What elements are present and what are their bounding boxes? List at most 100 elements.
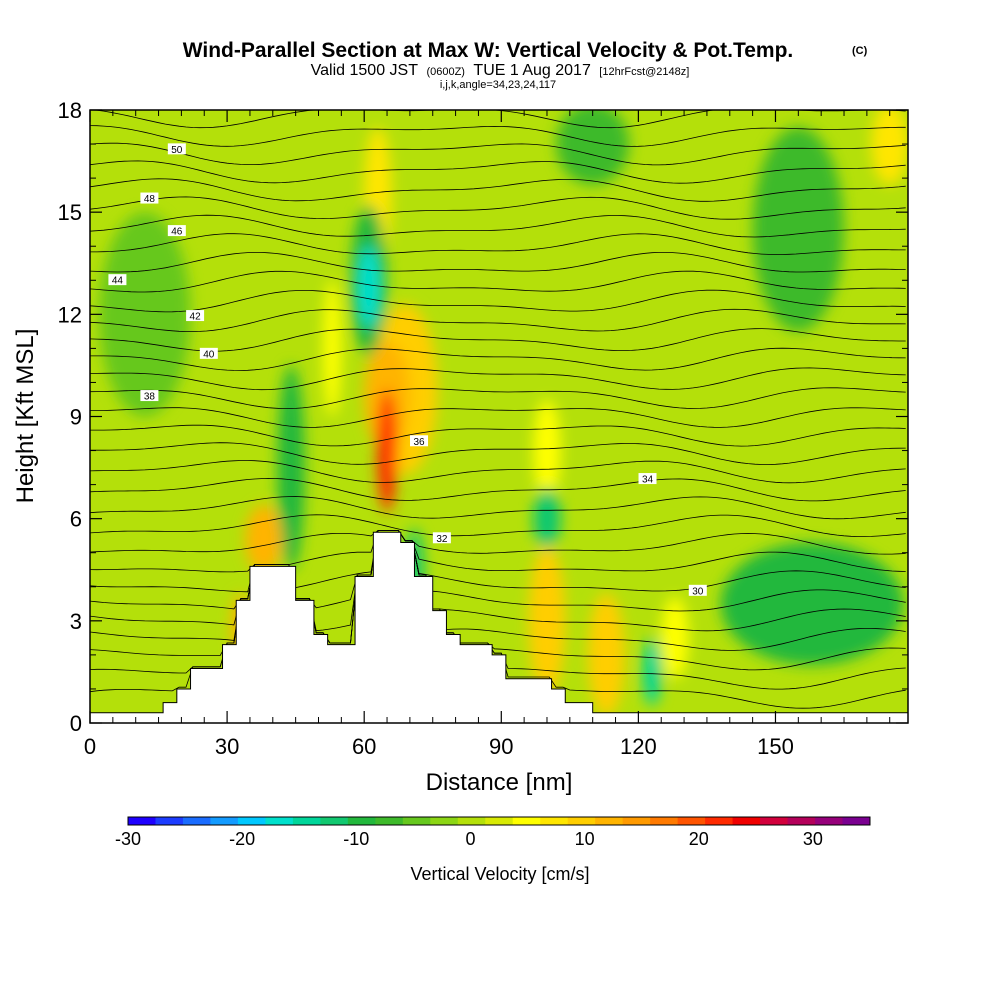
x-tick-label-120: 120 [620,734,657,759]
velocity-cell-0 [99,212,191,417]
isentrope-line-9 [90,514,906,537]
velocity-field [99,110,908,717]
colorbar-swatch-3 [210,817,239,825]
colorbar-swatch-18 [622,817,651,825]
isentrope-line-19 [90,328,906,352]
isentrope-label-38: 38 [144,392,156,403]
y-tick-label-0: 0 [70,711,82,736]
y-tick-label-9: 9 [70,405,82,430]
y-tick-label-12: 12 [58,302,82,327]
isentrope-line-20 [90,308,906,333]
isentrope-label-34: 34 [642,475,654,486]
terrain [90,531,908,723]
velocity-cell-17 [642,637,662,706]
x-tick-label-150: 150 [757,734,794,759]
colorbar-label--20: -20 [229,829,255,849]
isentrope-label-bg-36 [410,435,429,447]
isentrope-label-48: 48 [144,194,156,205]
isentrope-line-26 [90,196,906,220]
isentrope-line-25 [90,214,906,238]
colorbar-swatch-21 [705,817,734,825]
colorbar-label-20: 20 [689,829,709,849]
x-axis-label: Distance [nm] [426,769,573,796]
velocity-cell-3 [661,596,689,679]
colorbar-swatch-20 [677,817,706,825]
velocity-cell-5 [556,110,630,185]
isentrope-line-14 [90,424,906,447]
velocity-cell-1 [533,399,561,502]
isentrope-line-3 [90,530,906,651]
plot-area: 30 32 34 36 38 40 42 44 46 48 50 [90,110,908,723]
isentrope-label-46: 46 [171,227,183,238]
colorbar-swatch-16 [567,817,596,825]
isentrope-label-30: 30 [692,586,704,597]
colorbar-swatch-9 [375,817,404,825]
colorbar-label--10: -10 [343,829,369,849]
isentrope-line-4 [90,530,906,632]
velocity-cell-20 [357,246,381,328]
colorbar-swatch-26 [842,817,871,825]
isentrope-label-bg-40 [199,347,218,359]
subtitle-date: TUE 1 Aug 2017 [473,62,591,79]
chart-subtitle: Valid 1500 JST (0600Z) TUE 1 Aug 2017 [1… [311,62,690,79]
isentrope-label-bg-38 [140,390,159,402]
isentrope-label-bg-42 [186,310,205,322]
velocity-cell-13 [533,488,561,550]
isentrope-label-42: 42 [190,312,202,323]
chart-info-line: i,j,k,angle=34,23,24,117 [440,79,556,91]
colorbar-label-10: 10 [575,829,595,849]
isentrope-line-17 [90,367,906,391]
velocity-cell-7 [277,365,305,570]
isentrope-line-27 [90,178,906,202]
subtitle-utc: (0600Z) [426,66,465,78]
isentrope-label-36: 36 [413,437,425,448]
colorbar-swatch-1 [155,817,184,825]
isentrope-line-16 [90,387,906,409]
colorbar-swatch-10 [402,817,431,825]
y-axis-label: Height [Kft MSL] [12,329,39,504]
colorbar-swatch-4 [237,817,266,825]
subtitle-forecast: [12hrFcst@2148z] [599,66,689,78]
isentrope-line-29 [90,142,906,166]
colorbar-swatch-2 [182,817,211,825]
velocity-cell-21 [376,389,398,512]
isentrope-line-30 [90,125,906,147]
velocity-cell-2 [323,280,342,417]
chart-title-tag: (C) [852,45,868,57]
isentrope-line-12 [90,460,906,484]
velocity-cell-8 [720,542,904,666]
colorbar-swatch-24 [787,817,816,825]
isentrope-line-10 [90,496,906,520]
colorbar-swatch-22 [732,817,761,825]
isentrope-line-23 [90,252,906,273]
y-tick-label-6: 6 [70,507,82,532]
chart-title: Wind-Parallel Section at Max W: Vertical… [183,39,794,62]
colorbar-swatch-14 [512,817,541,825]
y-tick-label-15: 15 [58,200,82,225]
colorbar-swatch-13 [485,817,514,825]
colorbar-swatch-5 [265,817,294,825]
colorbar-swatch-19 [650,817,679,825]
y-tick-label-3: 3 [70,609,82,634]
velocity-cell-15 [588,593,625,717]
colorbar-title: Vertical Velocity [cm/s] [410,864,589,884]
colorbar-swatch-8 [347,817,376,825]
isentrope-label-bg-30 [688,584,707,596]
velocity-cell-16 [245,505,282,574]
colorbar: -30 -20 -10 0 10 20 30 [115,816,871,849]
colorbar-swatch-17 [595,817,624,825]
isentrope-label-32: 32 [436,534,448,545]
colorbar-label--30: -30 [115,829,141,849]
isentrope-label-bg-44 [108,274,127,286]
isentrope-label-bg-48 [140,192,159,204]
isentrope-line-5 [90,530,906,612]
velocity-cell-14 [528,545,566,696]
isentrope-label-bg-50 [167,143,186,155]
colorbar-swatch-7 [320,817,349,825]
isentrope-line-8 [90,530,906,555]
colorbar-swatch-25 [815,817,844,825]
isentrope-line-22 [90,270,906,293]
